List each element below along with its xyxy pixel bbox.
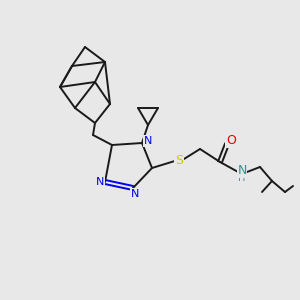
Text: N: N <box>131 189 139 199</box>
Text: O: O <box>226 134 236 148</box>
Text: N: N <box>96 177 104 187</box>
Text: S: S <box>175 154 183 166</box>
Text: N: N <box>144 136 152 146</box>
Text: N: N <box>237 164 247 178</box>
Text: H: H <box>238 173 246 183</box>
